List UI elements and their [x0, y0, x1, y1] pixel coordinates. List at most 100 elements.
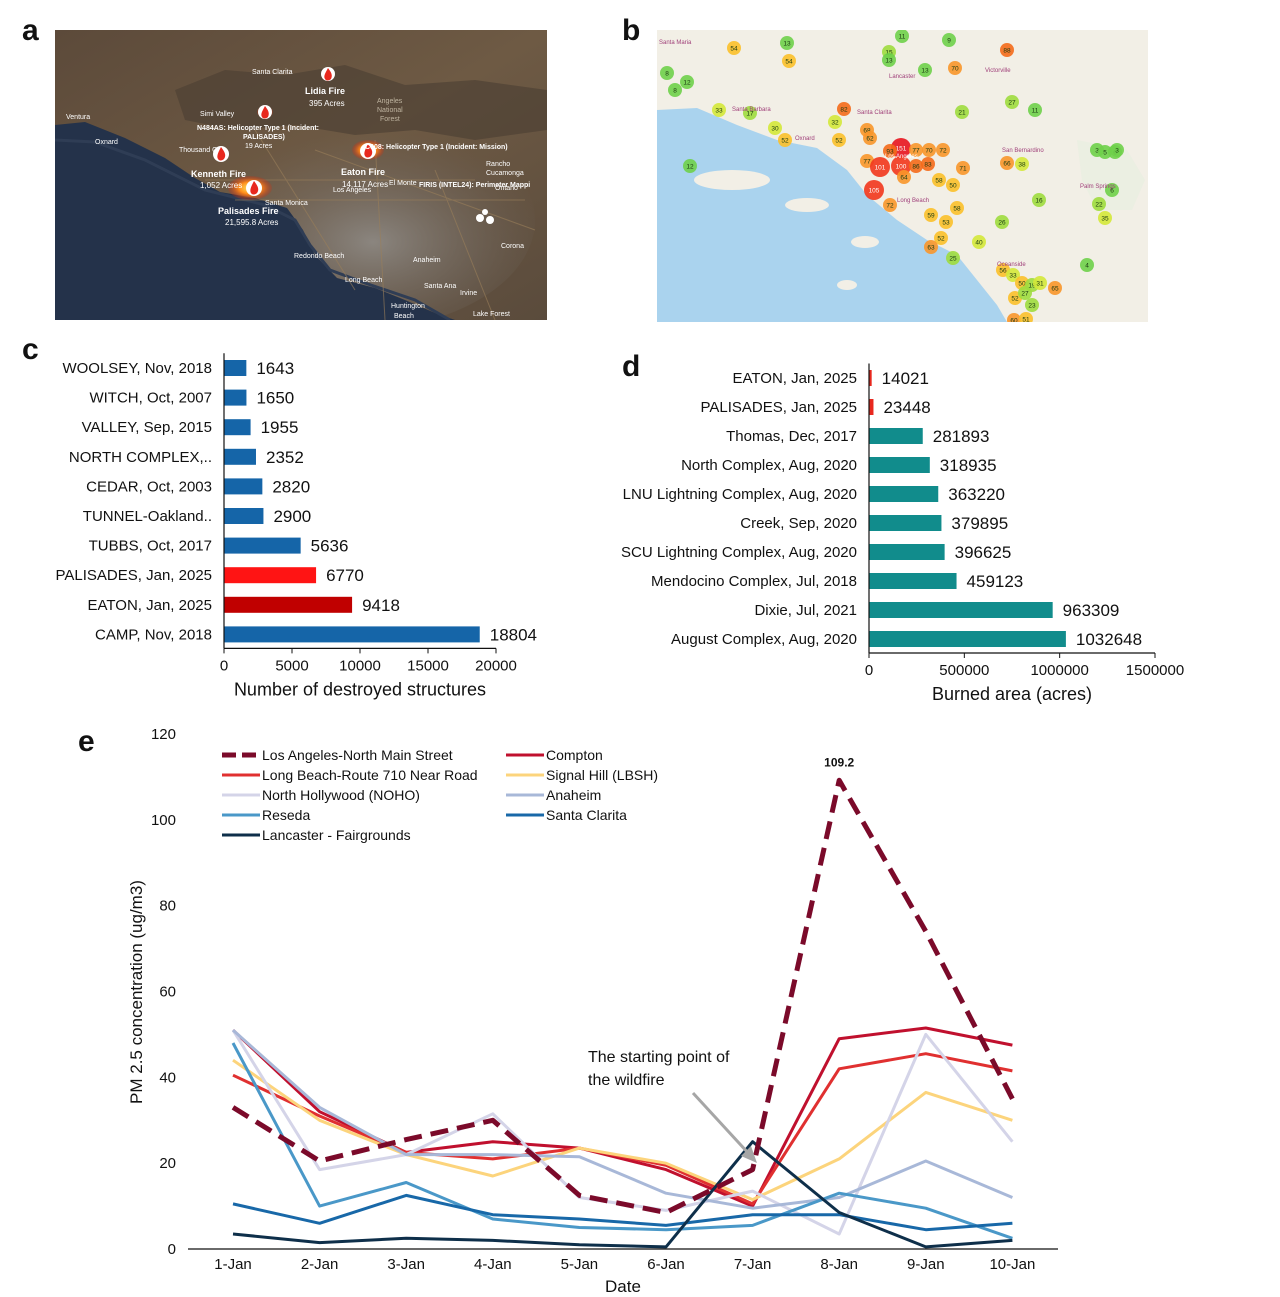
- value-label: 379895: [951, 514, 1008, 533]
- aqi-value: 35: [1101, 216, 1109, 223]
- aqi-value: 11: [899, 34, 906, 41]
- map-label: Angeles: [377, 98, 403, 105]
- aqi-marker: [680, 75, 694, 89]
- bar: [224, 626, 480, 643]
- aqi-marker: [832, 133, 846, 147]
- bar: [869, 486, 939, 502]
- map-label: Huntington: [391, 303, 425, 310]
- map-label: N484AS: Helicopter Type 1 (Incident:: [197, 125, 319, 132]
- x-tick-label: 3-Jan: [387, 1256, 425, 1273]
- aqi-marker: [883, 198, 897, 212]
- bar: [869, 399, 874, 415]
- bar: [869, 428, 923, 444]
- map-label: Rancho: [486, 161, 510, 168]
- bar: [869, 544, 945, 560]
- aqi-value: 83: [924, 162, 932, 169]
- aqi-marker: [668, 83, 682, 97]
- aqi-marker: [1105, 183, 1119, 197]
- aqi-marker: [909, 143, 923, 157]
- aqi-marker: [939, 215, 953, 229]
- x-axis-title: Burned area (acres): [932, 684, 1092, 704]
- aqi-marker: [660, 66, 674, 80]
- aqi-value: 59: [927, 213, 935, 220]
- aqi-marker: [950, 201, 964, 215]
- aqi-value: 8: [665, 71, 669, 78]
- map-label: Forest: [380, 116, 400, 123]
- value-label: 1032648: [1076, 630, 1142, 649]
- bar: [224, 596, 353, 613]
- aqi-marker: [864, 180, 884, 200]
- value-label: 2820: [272, 477, 310, 496]
- aqi-marker: [921, 157, 935, 171]
- aqi-value: 151: [896, 146, 907, 153]
- aqi-value: 11: [1032, 108, 1039, 115]
- series-line-anaheim: [232, 1028, 1013, 1210]
- map-label: 19 Acres: [245, 143, 273, 150]
- map-label: 14,117 Acres: [342, 180, 388, 189]
- map-label: Anaheim: [413, 257, 441, 264]
- aqi-value: 27: [1021, 291, 1029, 298]
- value-label: 9418: [362, 596, 400, 615]
- annotation-arrowhead: [741, 1146, 757, 1163]
- aqi-value: 58: [953, 206, 961, 213]
- panel-letter-c: c: [22, 333, 39, 366]
- aqi-value: 54: [785, 59, 793, 66]
- map-label: Lidia Fire: [305, 86, 345, 96]
- aqi-marker: [828, 115, 842, 129]
- category-label: TUBBS, Oct, 2017: [89, 538, 212, 555]
- value-label: 318935: [940, 456, 997, 475]
- aqi-value: 58: [935, 178, 943, 185]
- aqi-marker: [780, 36, 794, 50]
- map-label: Santa Maria: [659, 40, 692, 46]
- aqi-value: 3: [1095, 148, 1099, 155]
- x-tick-label: 5000: [275, 657, 308, 674]
- peak-value-label: 109.2: [824, 755, 854, 769]
- aqi-value: 63: [927, 245, 935, 252]
- legend-label: Compton: [546, 747, 603, 763]
- legend-label: Santa Clarita: [546, 807, 627, 823]
- x-tick-label: 500000: [939, 662, 989, 679]
- bar: [224, 478, 263, 495]
- satellite-fire-map: Santa Clarita Lidia Fire 395 Acres Simi …: [55, 30, 547, 320]
- value-label: 363220: [948, 485, 1005, 504]
- aqi-value: 12: [686, 164, 694, 171]
- value-label: 963309: [1063, 601, 1120, 620]
- aqi-value: 3: [1115, 148, 1119, 155]
- category-label: WOOLSEY, Nov, 2018: [62, 360, 212, 377]
- aqi-marker: [946, 251, 960, 265]
- value-label: 6770: [326, 566, 364, 585]
- map-label: 395 Acres: [309, 99, 345, 108]
- aqi-value: 71: [959, 166, 967, 173]
- aqi-value: 88: [1003, 48, 1011, 55]
- x-tick-label: 2-Jan: [301, 1256, 339, 1273]
- bar: [224, 567, 317, 584]
- aqi-marker: [1025, 298, 1039, 312]
- map-label: C608: Helicopter Type 1 (Incident: Missi…: [365, 144, 508, 151]
- aqi-value: 30: [771, 126, 779, 133]
- aqi-marker: [882, 53, 896, 67]
- category-label: CEDAR, Oct, 2003: [86, 478, 212, 495]
- aqi-marker: [956, 161, 970, 175]
- bar: [224, 537, 301, 554]
- map-label: Palm Springs: [1080, 184, 1116, 190]
- x-tick-label: 0: [220, 657, 228, 674]
- category-label: Creek, Sep, 2020: [740, 515, 857, 532]
- category-label: NORTH COMPLEX,..: [69, 449, 212, 466]
- x-tick-label: 1-Jan: [214, 1256, 252, 1273]
- annotation-arrow: [691, 1091, 752, 1157]
- map-b-labels: Santa Maria Lancaster Victorville Santa …: [659, 40, 1116, 268]
- aqi-marker: [1033, 276, 1047, 290]
- aqi-value: 33: [1009, 273, 1017, 280]
- aqi-marker: [743, 106, 757, 120]
- aqi-value: 13: [921, 68, 929, 75]
- x-tick-label: 7-Jan: [734, 1256, 772, 1273]
- bar: [224, 448, 256, 465]
- fire-flame-icon-simi: [258, 105, 272, 119]
- y-tick-label: 0: [168, 1241, 176, 1258]
- series-line-santa-clarita: [232, 1193, 1013, 1232]
- aqi-value: 26: [998, 220, 1006, 227]
- aqi-marker: [924, 240, 938, 254]
- map-label: Santa Clarita: [252, 69, 293, 76]
- aqi-value: 50: [949, 183, 957, 190]
- aqi-value: 6: [1110, 188, 1114, 195]
